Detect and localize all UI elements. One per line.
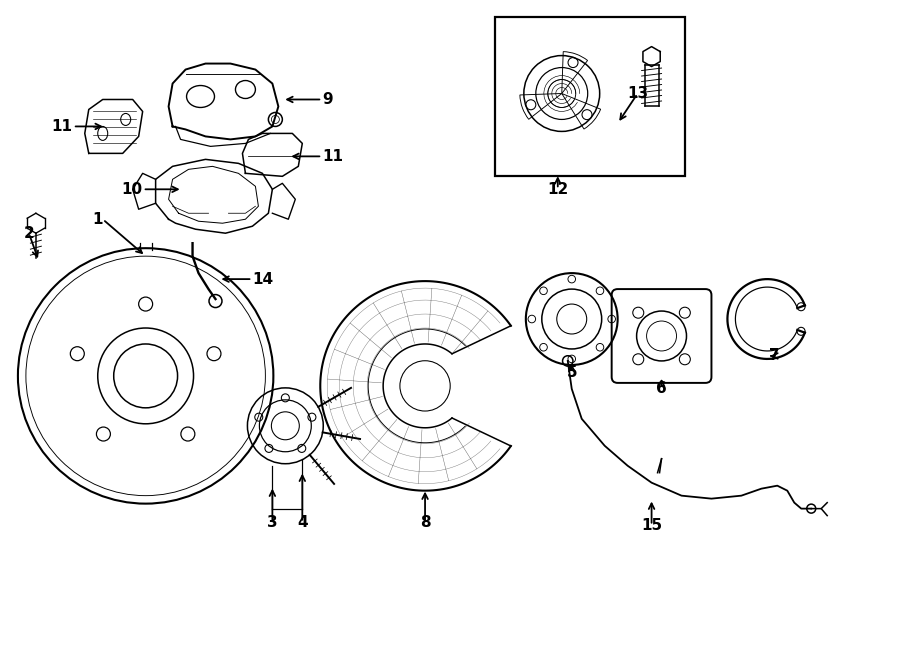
Text: 8: 8: [419, 515, 430, 530]
Bar: [495, 17, 685, 176]
Text: 13: 13: [627, 86, 648, 101]
Text: 1: 1: [92, 212, 103, 227]
Text: 12: 12: [547, 182, 569, 197]
Text: 4: 4: [297, 515, 308, 530]
Text: 11: 11: [52, 119, 73, 134]
Text: 2: 2: [23, 225, 34, 241]
Text: 10: 10: [122, 182, 142, 197]
Text: 15: 15: [641, 518, 662, 533]
Text: 5: 5: [566, 366, 577, 381]
Text: 7: 7: [769, 348, 779, 364]
Text: 3: 3: [267, 515, 278, 530]
Text: 6: 6: [656, 381, 667, 397]
Text: 9: 9: [322, 92, 333, 107]
Text: 14: 14: [252, 272, 274, 287]
Text: 11: 11: [322, 149, 343, 164]
